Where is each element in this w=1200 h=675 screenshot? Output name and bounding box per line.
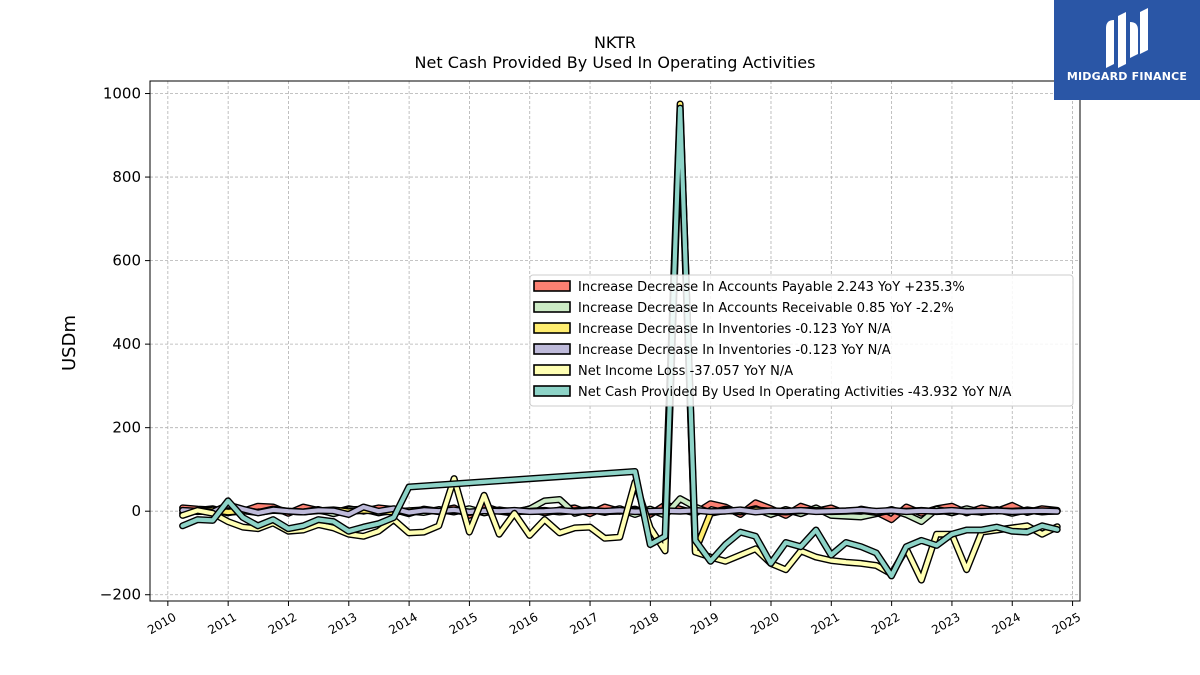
y-tick-label: 200 [112, 419, 141, 437]
series-5 [179, 104, 1061, 580]
legend-item: Net Cash Provided By Used In Operating A… [533, 385, 1012, 400]
midgard-finance-logo: MIDGARD FINANCE [1054, 0, 1200, 100]
x-tick-label: 2010 [145, 610, 178, 637]
legend-box [529, 274, 1074, 407]
chart-subtitle: Net Cash Provided By Used In Operating A… [415, 53, 816, 72]
legend-item: Increase Decrease In Accounts Payable 2.… [533, 280, 965, 295]
series-line [180, 112, 1060, 583]
y-tick-label: 1000 [103, 85, 141, 103]
x-tick-label: 2020 [748, 610, 781, 637]
x-tick-label: 2014 [386, 610, 419, 637]
legend-item: Increase Decrease In Inventories -0.123 … [533, 343, 891, 358]
series-line [180, 106, 1060, 578]
y-axis: −200 0 200 400 600 800 1000 [100, 85, 150, 604]
legend-swatch [533, 343, 571, 355]
x-tick-label: 2017 [567, 610, 600, 637]
legend-swatch [533, 364, 571, 376]
x-tick-label: 2019 [688, 610, 721, 637]
midgard-logo-icon [1106, 8, 1148, 68]
plot-lines [179, 100, 1061, 584]
legend-label: Increase Decrease In Accounts Receivable… [578, 301, 954, 316]
x-tick-label: 2022 [869, 610, 902, 637]
y-tick-label: 0 [131, 502, 141, 520]
x-tick-label: 2025 [1050, 610, 1083, 637]
series-line [180, 502, 1060, 517]
legend-swatch [533, 385, 571, 397]
legend-item: Net Income Loss -37.057 YoY N/A [533, 364, 793, 379]
y-tick-label: 400 [112, 335, 141, 353]
x-tick-label: 2013 [326, 610, 359, 637]
series-3 [179, 501, 1061, 518]
x-tick-label: 2024 [990, 610, 1023, 637]
legend-swatch [533, 280, 571, 292]
legend-item: Increase Decrease In Inventories -0.123 … [533, 322, 891, 337]
y-tick-label: 800 [112, 168, 141, 186]
x-tick-label: 2012 [266, 610, 299, 637]
x-axis: 2010 2011 2012 2013 2014 2015 2016 2017 2018 2019… [145, 601, 1083, 637]
x-tick-label: 2016 [507, 610, 540, 637]
legend-label: Increase Decrease In Accounts Payable 2.… [578, 280, 965, 295]
legend-swatch [533, 322, 571, 334]
logo-text: MIDGARD FINANCE [1066, 70, 1188, 83]
legend: Increase Decrease In Accounts Payable 2.… [529, 274, 1074, 407]
plot-frame [149, 80, 1081, 602]
legend-label: Net Income Loss -37.057 YoY N/A [578, 364, 793, 379]
legend-item: Increase Decrease In Accounts Receivable… [533, 301, 954, 316]
legend-swatch [533, 301, 571, 313]
legend-label: Net Cash Provided By Used In Operating A… [578, 385, 1012, 400]
x-tick-label: 2021 [809, 610, 842, 637]
y-tick-label: −200 [100, 586, 141, 604]
legend-label: Increase Decrease In Inventories -0.123 … [578, 343, 891, 358]
x-tick-label: 2015 [447, 610, 480, 637]
series-4 [179, 110, 1061, 584]
x-tick-label: 2023 [929, 610, 962, 637]
x-tick-label: 2018 [628, 610, 661, 637]
chart-title: NKTR [594, 33, 636, 52]
y-tick-label: 600 [112, 252, 141, 270]
x-tick-label: 2011 [205, 610, 238, 637]
legend-label: Increase Decrease In Inventories -0.123 … [578, 322, 891, 337]
y-axis-label: USDm [59, 315, 80, 371]
